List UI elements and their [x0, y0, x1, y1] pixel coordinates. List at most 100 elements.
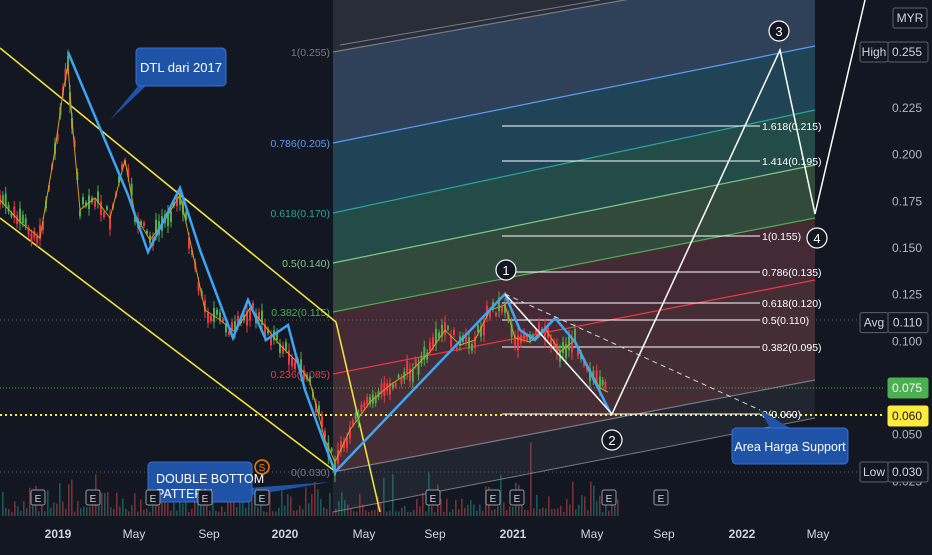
- price-candle: [562, 342, 564, 354]
- price-candle: [291, 357, 293, 367]
- price-candle: [303, 370, 305, 380]
- ext-label-2: 1(0.155): [762, 231, 801, 243]
- fib-line-3: [332, 164, 816, 264]
- volume-bar: [206, 500, 208, 516]
- volume-bar: [83, 506, 85, 516]
- price-candle: [73, 139, 76, 147]
- price-candle: [191, 249, 193, 255]
- volume-bar: [317, 489, 319, 516]
- volume-bar: [266, 511, 268, 516]
- ext-label-4: 0.618(0.120): [762, 298, 822, 310]
- price-tick-4: 0.175: [892, 194, 922, 208]
- projection-dashed: [504, 293, 761, 411]
- price-candle: [583, 361, 585, 366]
- annotation-dtl[interactable]: DTL dari 2017: [110, 47, 227, 120]
- badge-tag-4: Low: [863, 465, 885, 479]
- price-candle: [380, 383, 383, 395]
- price-candle: [24, 218, 27, 227]
- split-marker[interactable]: S: [254, 459, 270, 475]
- price-candle: [13, 206, 16, 218]
- price-candle: [216, 309, 218, 315]
- volume-bar: [32, 503, 34, 516]
- price-candle: [56, 133, 59, 141]
- svg-text:S: S: [259, 463, 266, 474]
- earnings-marker-text-4: E: [259, 494, 266, 505]
- price-candle: [556, 343, 558, 355]
- price-candle: [498, 297, 500, 311]
- fib-label-2: 0.618(0.170): [270, 208, 330, 220]
- volume-bar: [440, 498, 442, 516]
- price-candle: [604, 381, 607, 389]
- price-candle: [261, 310, 263, 325]
- time-tick-0: 2019: [45, 527, 72, 541]
- volume-bar: [554, 508, 556, 516]
- volume-bar: [503, 502, 505, 516]
- volume-bar: [548, 496, 550, 516]
- volume-bar: [251, 499, 253, 516]
- fib-band-5: [333, 280, 815, 472]
- badge-value-1: 0.110: [893, 316, 922, 330]
- price-candle: [321, 416, 323, 427]
- price-candle: [249, 307, 251, 321]
- time-axis[interactable]: 2019 May Sep 2020 May Sep 2021 May Sep 2022 May: [45, 527, 830, 541]
- volume-bar: [323, 507, 325, 516]
- volume-bar: [482, 511, 484, 516]
- volume-bar: [44, 511, 46, 516]
- volume-bar: [368, 511, 370, 516]
- time-axis-bg: [0, 518, 932, 550]
- volume-bar: [560, 505, 562, 516]
- volume-bar: [359, 493, 361, 516]
- volume-bar: [38, 511, 40, 516]
- price-candle: [258, 312, 260, 320]
- volume-bar: [191, 508, 193, 516]
- earnings-marker-box-5: [425, 489, 441, 506]
- volume-bar: [308, 503, 310, 516]
- earnings-marker-text-2: E: [150, 494, 157, 505]
- volume-bar: [350, 508, 352, 516]
- volume-bar: [185, 495, 187, 516]
- price-candle: [444, 322, 446, 336]
- volume-bar: [569, 504, 571, 516]
- volume-bar: [386, 511, 388, 516]
- price-candle: [456, 347, 458, 351]
- svg-text:3: 3: [775, 24, 782, 39]
- volume-bar: [170, 510, 172, 516]
- earnings-marker-box-3: [197, 489, 213, 506]
- fib-band-3: [333, 165, 815, 312]
- price-candle: [222, 318, 224, 322]
- price-candle: [504, 302, 506, 313]
- volume-bar: [464, 507, 466, 516]
- currency-label: MYR: [892, 7, 928, 29]
- price-candle: [435, 328, 437, 344]
- price-candle: [210, 316, 212, 322]
- earnings-marker-text-8: E: [606, 494, 613, 505]
- volume-bar: [89, 506, 91, 516]
- price-candle: [234, 320, 236, 333]
- price-candle: [36, 235, 39, 244]
- volume-bar: [575, 509, 577, 516]
- svg-text:MYR: MYR: [897, 11, 924, 25]
- svg-text:DTL dari 2017: DTL dari 2017: [140, 60, 222, 75]
- fib-label-6: 0(0.030): [291, 467, 330, 479]
- volume-bar: [506, 509, 508, 516]
- volume-bar: [458, 509, 460, 516]
- volume-bar: [431, 506, 433, 516]
- annotation-support[interactable]: Area Harga Support: [731, 410, 849, 465]
- price-candle: [423, 346, 426, 360]
- volume-bar: [305, 487, 307, 516]
- price-tick-2: 0.225: [892, 101, 922, 115]
- volume-bar: [20, 510, 22, 516]
- volume-bar: [413, 509, 415, 516]
- price-candle: [294, 361, 296, 370]
- volume-bar: [50, 507, 52, 516]
- price-candle: [453, 329, 455, 335]
- volume-bar: [380, 502, 382, 516]
- badge-bg-1: [887, 312, 929, 334]
- badge-value-4: 0.030: [892, 465, 922, 479]
- price-candle: [426, 352, 429, 360]
- price-line: [0, 64, 609, 464]
- badge-value-2: 0.075: [892, 381, 922, 395]
- price-candle: [140, 221, 142, 225]
